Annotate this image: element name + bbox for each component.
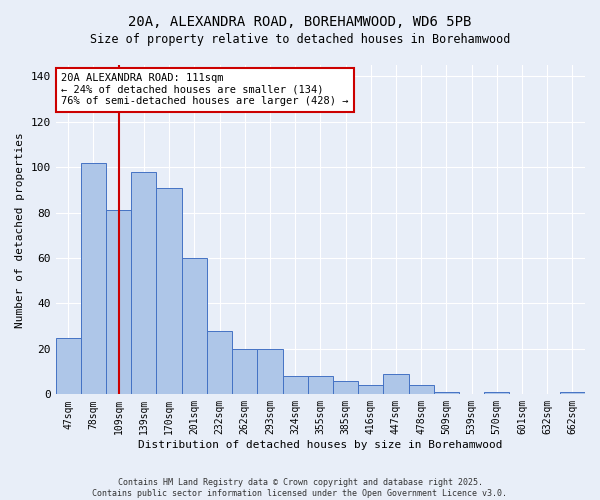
Text: Contains HM Land Registry data © Crown copyright and database right 2025.
Contai: Contains HM Land Registry data © Crown c… (92, 478, 508, 498)
Bar (383, 374, 409, 394)
Bar (484, 392, 509, 394)
Bar (207, 330, 232, 394)
X-axis label: Distribution of detached houses by size in Borehamwood: Distribution of detached houses by size … (138, 440, 503, 450)
Bar (56, 338, 81, 394)
Bar (131, 172, 157, 394)
Bar (434, 392, 459, 394)
Bar (106, 210, 131, 394)
Bar (308, 376, 333, 394)
Bar (560, 392, 585, 394)
Bar (81, 162, 106, 394)
Bar (409, 385, 434, 394)
Text: 20A ALEXANDRA ROAD: 111sqm
← 24% of detached houses are smaller (134)
76% of sem: 20A ALEXANDRA ROAD: 111sqm ← 24% of deta… (61, 73, 349, 106)
Bar (232, 349, 257, 395)
Bar (283, 376, 308, 394)
Bar (157, 188, 182, 394)
Bar (257, 349, 283, 395)
Text: Size of property relative to detached houses in Borehamwood: Size of property relative to detached ho… (90, 32, 510, 46)
Bar (182, 258, 207, 394)
Bar (333, 380, 358, 394)
Bar (358, 385, 383, 394)
Text: 20A, ALEXANDRA ROAD, BOREHAMWOOD, WD6 5PB: 20A, ALEXANDRA ROAD, BOREHAMWOOD, WD6 5P… (128, 15, 472, 29)
Y-axis label: Number of detached properties: Number of detached properties (15, 132, 25, 328)
